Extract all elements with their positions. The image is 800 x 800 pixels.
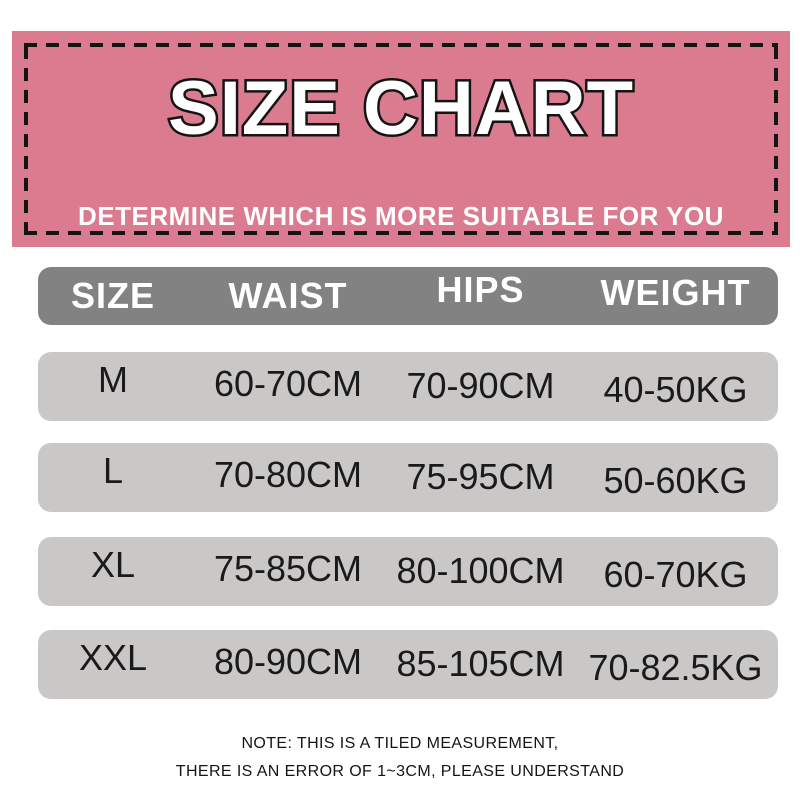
page-title: SIZE CHART — [166, 66, 636, 151]
size-cell: XXL — [78, 636, 148, 678]
column-header-weight: WEIGHT — [600, 272, 751, 313]
waist-cell: 60-70CM — [213, 362, 363, 404]
table-row-xl: XL 75-85CM 80-100CM 60-70KG — [38, 537, 778, 606]
hips-cell: 80-100CM — [396, 549, 565, 591]
size-cell: M — [98, 358, 128, 400]
weight-cell: 60-70KG — [603, 553, 748, 595]
hips-cell: 70-90CM — [406, 364, 555, 406]
waist-cell: 75-85CM — [213, 547, 363, 589]
note-line-2: THERE IS AN ERROR OF 1~3CM, PLEASE UNDER… — [175, 763, 625, 780]
size-cell: XL — [90, 543, 136, 585]
waist-cell: 70-80CM — [213, 453, 363, 495]
page-subtitle: DETERMINE WHICH IS MORE SUITABLE FOR YOU — [78, 201, 724, 231]
measurement-note: NOTE: THIS IS A TILED MEASUREMENT, THERE… — [0, 730, 800, 786]
size-cell: L — [102, 449, 124, 491]
weight-cell: 40-50KG — [603, 368, 748, 410]
hips-cell: 75-95CM — [406, 455, 555, 497]
weight-cell: 70-82.5KG — [588, 646, 763, 688]
column-header-waist: WAIST — [228, 275, 348, 316]
note-line-1: NOTE: THIS IS A TILED MEASUREMENT, — [241, 735, 559, 752]
column-header-hips: HIPS — [436, 269, 525, 310]
column-header-size: SIZE — [70, 275, 155, 316]
hips-cell: 85-105CM — [396, 642, 565, 684]
table-row-m: M 60-70CM 70-90CM 40-50KG — [38, 352, 778, 421]
table-header-row: SIZE WAIST HIPS WEIGHT — [38, 267, 778, 325]
table-row-xxl: XXL 80-90CM 85-105CM 70-82.5KG — [38, 630, 778, 699]
banner: SIZE CHART DETERMINE WHICH IS MORE SUITA… — [12, 31, 790, 247]
waist-cell: 80-90CM — [213, 640, 363, 682]
table-row-l: L 70-80CM 75-95CM 50-60KG — [38, 443, 778, 512]
weight-cell: 50-60KG — [603, 459, 748, 501]
